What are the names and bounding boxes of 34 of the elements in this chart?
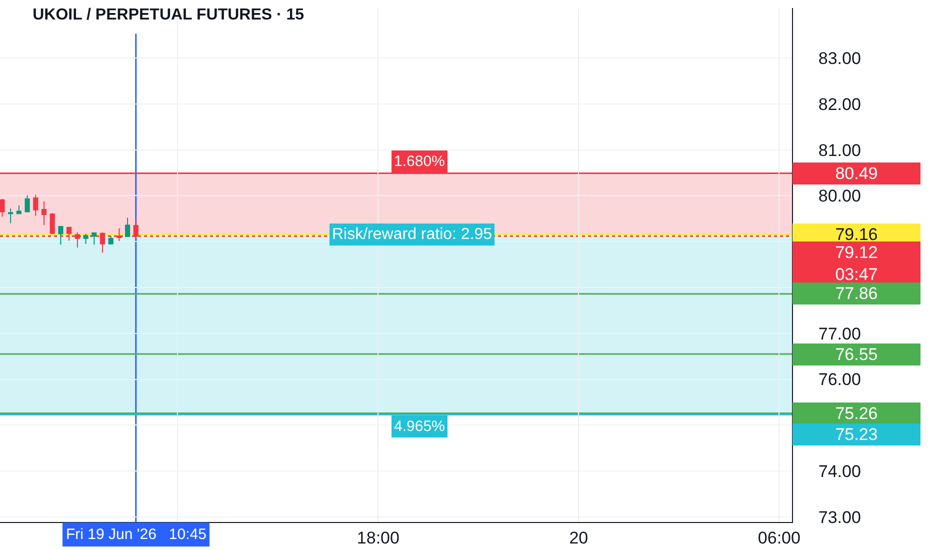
candlestick [8, 208, 14, 224]
y-tick-label: 83.00 [818, 48, 861, 68]
ref-line-label: 79.16 [835, 225, 878, 244]
y-tick-label: 80.00 [818, 186, 861, 206]
y-tick-label: 82.00 [818, 94, 861, 114]
x-tick-label: 06:00 [758, 528, 800, 548]
candlestick [108, 236, 114, 245]
y-tick-label: 76.00 [818, 370, 861, 390]
chart-title: UKOIL / PERPETUAL FUTURES · 15 [32, 6, 304, 24]
ref-line-label: 75.23 [835, 425, 878, 444]
candlestick [83, 233, 88, 244]
ref-line-label: 75.26 [835, 404, 878, 423]
band-label: 1.680% [394, 153, 445, 170]
candlestick [0, 198, 5, 218]
ref-line-label: Fri 19 Jun '26 10:45 [66, 526, 206, 543]
band-label: 4.965% [394, 418, 445, 435]
candlestick [92, 232, 97, 246]
y-tick-label: 81.00 [818, 140, 861, 160]
candlestick [33, 194, 38, 216]
x-tick-label: 18:00 [356, 528, 400, 548]
ref-line-label: 77.86 [835, 284, 878, 303]
ref-line-label: 80.49 [835, 164, 878, 183]
ref-line-label: 79.12 03:47 [835, 243, 878, 284]
y-tick-label: 77.00 [818, 324, 861, 344]
candlestick [41, 200, 47, 226]
candlestick [16, 204, 22, 214]
candlestick [125, 217, 130, 238]
y-tick-label: 73.00 [818, 508, 861, 527]
candlestick [58, 225, 64, 246]
ref-line-label: 76.55 [835, 345, 878, 364]
candlestick [24, 194, 30, 213]
annotation: Risk/reward ratio: 2.95 [332, 226, 492, 243]
y-tick-label: 74.00 [818, 462, 861, 482]
x-tick-label: 20 [569, 528, 588, 548]
